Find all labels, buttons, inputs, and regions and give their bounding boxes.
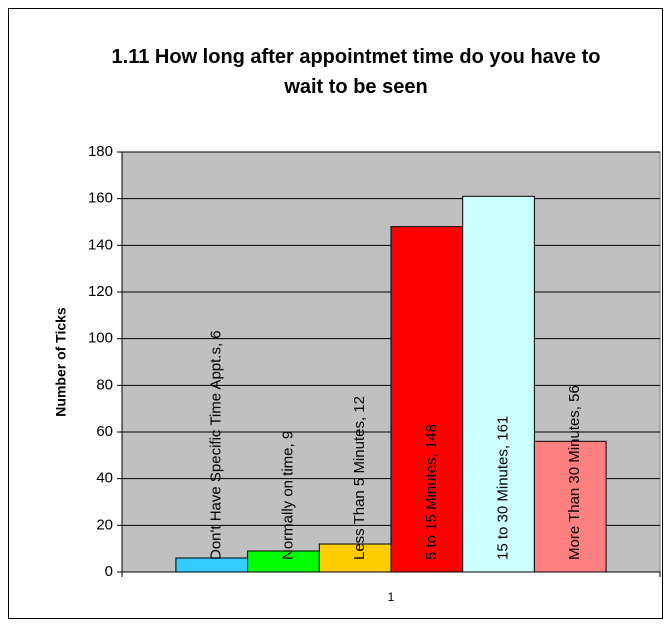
y-tick-label: 160	[88, 190, 113, 207]
y-axis-label: Number of Ticks	[53, 307, 69, 417]
data-label: Normally on time, 9	[279, 431, 296, 560]
data-label: Don't Have Specific Time Appt.s, 6	[208, 330, 225, 560]
y-tick-label: 20	[96, 516, 113, 533]
data-label: 5 to 15 Minutes, 148	[423, 424, 440, 560]
y-tick-label: 140	[88, 236, 113, 253]
page: 1.11 How long after appointmet time do y…	[0, 0, 672, 631]
y-tick-label: 60	[96, 423, 113, 440]
y-tick-label: 80	[96, 376, 113, 393]
y-tick-label: 120	[88, 283, 113, 300]
y-tick-label: 40	[96, 470, 113, 487]
y-tick-label: 0	[105, 563, 113, 580]
x-tick-label: 1	[388, 590, 395, 604]
data-label: Less Than 5 Minutes, 12	[351, 396, 368, 560]
data-label: More Than 30 Minutes, 56	[566, 385, 583, 560]
y-tick-label: 180	[88, 143, 113, 160]
chart: Number of Ticks 0 20 40 60 80 100 120 140 160 180…	[0, 0, 672, 631]
data-label: 15 to 30 Minutes, 161	[495, 416, 512, 560]
y-tick-label: 100	[88, 330, 113, 347]
